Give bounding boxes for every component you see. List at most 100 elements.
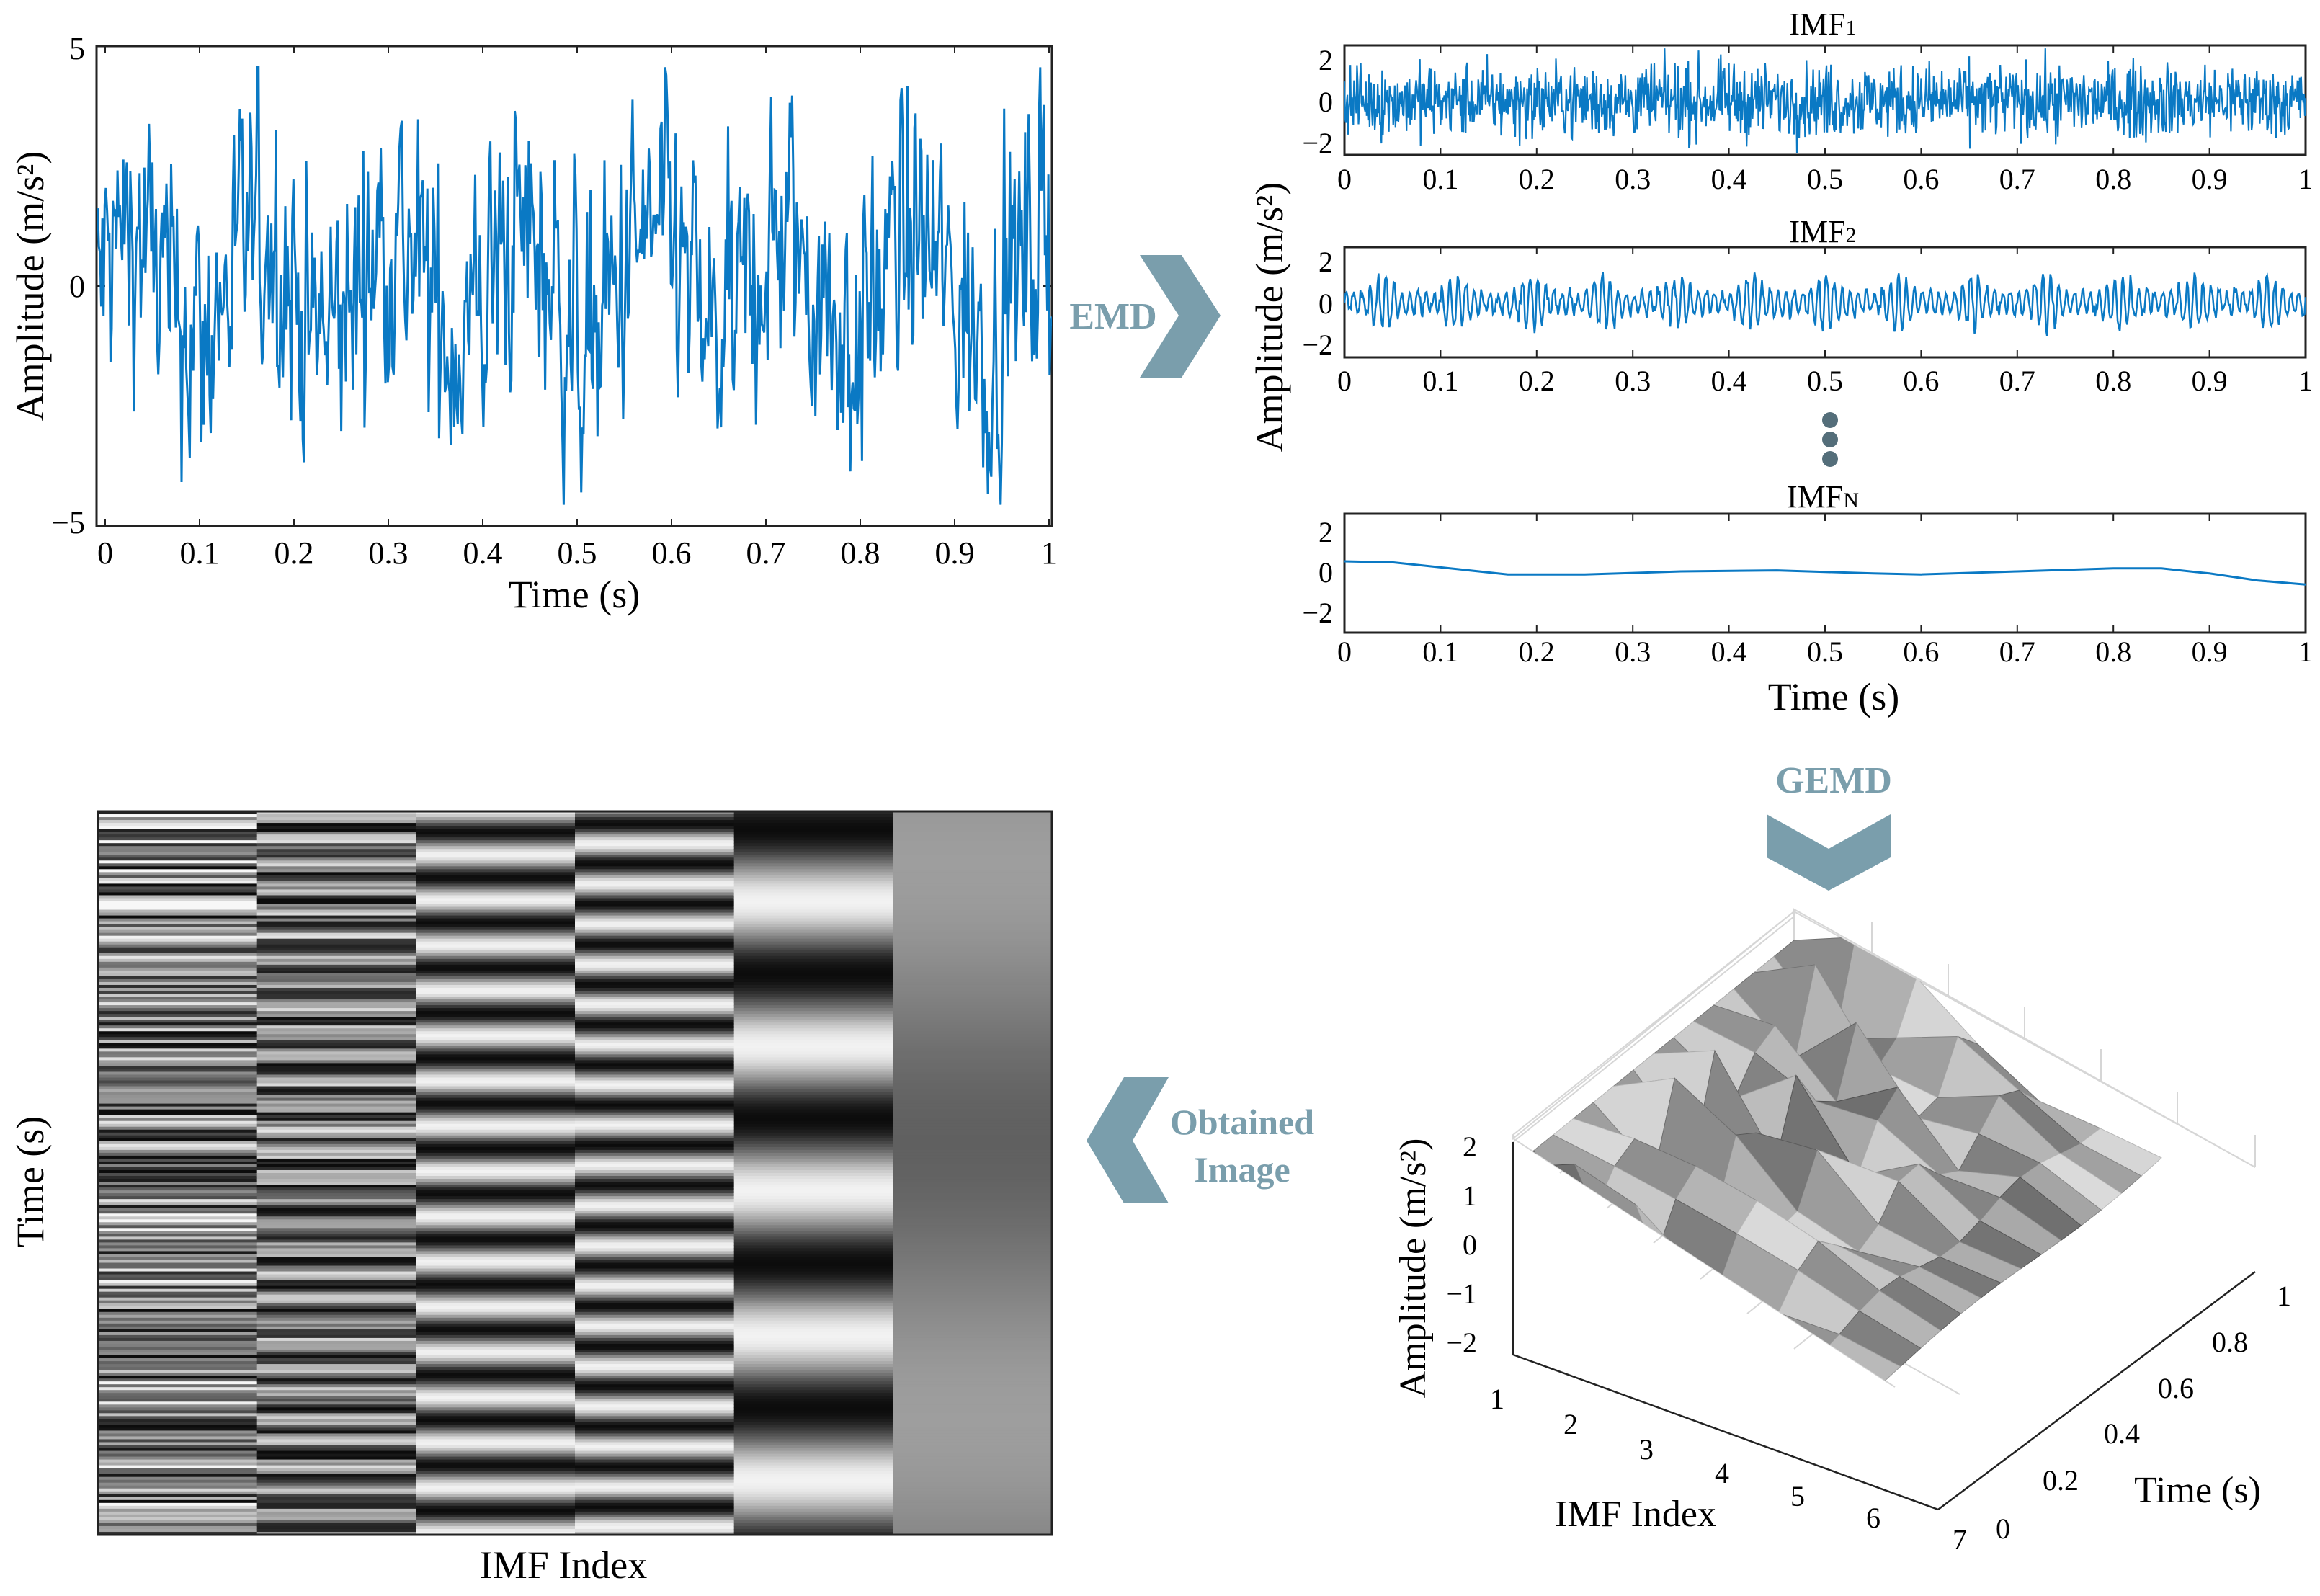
image-stripe [98, 855, 258, 858]
image-stripe [98, 852, 258, 855]
image-stripe [256, 1048, 416, 1052]
image-stripe [98, 927, 258, 931]
image-stripe [575, 1236, 735, 1240]
image-stripe [98, 1396, 258, 1399]
image-stripe [733, 1520, 893, 1524]
image-stripe [98, 1300, 258, 1304]
image-stripe [98, 1149, 258, 1154]
image-stripe [416, 1329, 576, 1333]
image-stripe [575, 1508, 735, 1512]
image-stripe [256, 1482, 416, 1486]
image-stripe [733, 855, 893, 858]
image-stripe [893, 1106, 1053, 1110]
back-wall-left [1512, 911, 1795, 1141]
image-stripe [416, 912, 576, 917]
image-stripe [733, 1187, 893, 1191]
image-stripe [893, 994, 1053, 997]
image-stripe [416, 1155, 576, 1159]
image-stripe [416, 1393, 576, 1396]
image-stripe [256, 1008, 416, 1012]
xtick-label: 0.3 [1615, 636, 1651, 668]
image-stripe [416, 1086, 576, 1090]
image-stripe [733, 1502, 893, 1507]
image-stripe [733, 1155, 893, 1159]
image-stripe [575, 1120, 735, 1125]
grid-line [1512, 916, 1795, 1143]
image-stripe [893, 1525, 1053, 1530]
image-stripe [575, 1138, 735, 1142]
image-stripe [416, 1120, 576, 1125]
image-stripe [416, 840, 576, 844]
image-stripe [575, 918, 735, 922]
image-stripe [575, 1419, 735, 1422]
image-stripe [256, 1254, 416, 1258]
image-stripe [893, 875, 1053, 878]
image-stripe [256, 895, 416, 899]
image-stripe [98, 1381, 258, 1385]
image-stripe [893, 927, 1053, 931]
image-stripe [893, 1511, 1053, 1515]
image-stripe [98, 881, 258, 884]
image-stripe [575, 1057, 735, 1061]
image-stripe [98, 1254, 258, 1258]
image-stripe [733, 863, 893, 867]
image-stripe [98, 1439, 258, 1443]
image-stripe [416, 1430, 576, 1435]
image-stripe [893, 1531, 1053, 1535]
image-stripe [98, 1523, 258, 1527]
image-stripe [893, 1048, 1053, 1052]
image-stripe [733, 1141, 893, 1145]
image-stripe [256, 1508, 416, 1512]
image-stripe [256, 1499, 416, 1504]
image-stripe [893, 1349, 1053, 1353]
image-stripe [416, 935, 576, 940]
image-stripe [733, 817, 893, 821]
image-stripe [256, 1283, 416, 1287]
image-stripe [733, 1425, 893, 1429]
image-stripe [575, 1453, 735, 1458]
image-stripe [575, 1126, 735, 1131]
image-stripe [575, 990, 735, 994]
image-stripe [256, 1034, 416, 1038]
image-stripe [256, 1158, 416, 1162]
xtick-label: 0.4 [1711, 365, 1747, 397]
image-stripe [416, 1097, 576, 1102]
image-stripe [893, 1216, 1053, 1220]
image-stripe [256, 1054, 416, 1058]
image-stripe [256, 817, 416, 821]
image-stripe [575, 826, 735, 829]
image-stripe [733, 1314, 893, 1319]
image-stripe [893, 1456, 1053, 1461]
image-stripe [575, 1433, 735, 1437]
image-stripe [575, 1046, 735, 1049]
image-stripe [733, 814, 893, 818]
image-stripe [575, 1132, 735, 1136]
image-stripe [416, 1364, 576, 1368]
image-stripe [98, 1334, 258, 1339]
image-stripe [733, 1355, 893, 1359]
image-stripe [98, 1367, 258, 1370]
image-stripe [98, 1323, 258, 1327]
ytick-label: 0.8 [2212, 1326, 2248, 1358]
image-stripe [416, 1450, 576, 1455]
image-stripe [98, 984, 258, 989]
image-stripe [98, 981, 258, 986]
image-stripe [98, 909, 258, 914]
image-stripe [98, 1271, 258, 1275]
emd-chevron-icon [1140, 255, 1221, 378]
image-stripe [733, 1097, 893, 1102]
image-stripe [733, 1265, 893, 1270]
image-stripe [893, 1143, 1053, 1148]
image-stripe [733, 892, 893, 896]
image-stripe [98, 912, 258, 917]
image-stripe [416, 1190, 576, 1194]
image-stripe [416, 1482, 576, 1486]
image-stripe [256, 1320, 416, 1324]
image-stripe [893, 1011, 1053, 1015]
image-stripe [416, 1074, 576, 1079]
image-stripe [256, 1164, 416, 1168]
image-stripe [416, 1401, 576, 1405]
image-stripe [416, 852, 576, 855]
image-stripe [256, 1017, 416, 1020]
image-stripe [98, 906, 258, 911]
